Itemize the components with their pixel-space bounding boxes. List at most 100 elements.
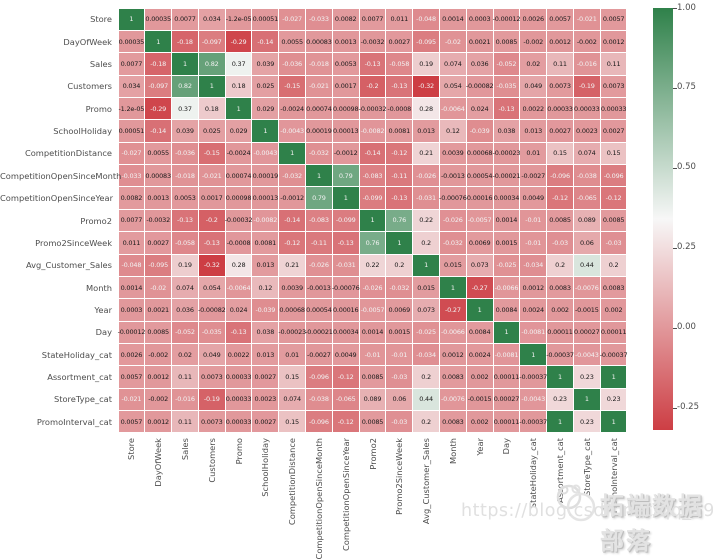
- heatmap-cell: -0.021: [306, 75, 332, 97]
- heatmap-cell: -0.065: [573, 187, 600, 209]
- heatmap-cell: 0.0013: [145, 187, 172, 209]
- heatmap-cell: 0.15: [279, 366, 306, 388]
- heatmap-cell: 0.00011: [493, 366, 519, 388]
- heatmap-plot-area: 1 0.00035 0.0077 0.034 -1.2e-05 0.00051 -0.027…: [118, 8, 628, 433]
- heatmap-cell: 0.0015: [493, 232, 520, 254]
- heatmap-cell: -0.048: [413, 8, 439, 30]
- heatmap-cell: 0.039: [172, 120, 198, 142]
- heatmap-cell: 0.0014: [493, 209, 520, 232]
- heatmap-cell: -0.0012: [279, 187, 306, 209]
- heatmap-cell: 0.074: [439, 53, 466, 75]
- heatmap-cell: -0.01: [520, 232, 547, 254]
- heatmap-cell: 0.0085: [600, 209, 627, 232]
- heatmap-cell: 0.049: [520, 75, 547, 97]
- heatmap-cell: 0.0012: [439, 344, 466, 366]
- heatmap-cell: -0.12: [332, 366, 359, 388]
- heatmap-cell: 0.00033: [600, 97, 627, 120]
- heatmap-cell: -0.00021: [305, 321, 333, 344]
- heatmap-cell: 0.013: [252, 344, 279, 366]
- heatmap-cell: 0.024: [466, 97, 493, 120]
- heatmap-cell: -0.15: [279, 75, 306, 97]
- heatmap-cell: -0.00082: [466, 75, 494, 97]
- watermark-url-text: https://blog.csdn.net/qq_19600291: [461, 501, 713, 521]
- heatmap-cell: -0.035: [493, 75, 520, 97]
- heatmap-cell: 0.0017: [198, 187, 225, 209]
- heatmap-cell: 0.00083: [145, 165, 171, 187]
- heatmap-cell: 0.038: [252, 321, 279, 344]
- colorbar-tick-mark: [673, 8, 677, 9]
- heatmap-cell: -0.038: [306, 388, 332, 411]
- y-axis-label: Promo: [85, 103, 112, 114]
- heatmap-cell: 0.0073: [198, 366, 225, 388]
- heatmap-cell: 0.15: [279, 411, 306, 433]
- colorbar-tick-label: 0.00: [677, 322, 696, 333]
- x-axis-label: CompetitionOpenSinceYear: [340, 438, 351, 551]
- heatmap-cell: 1: [573, 388, 600, 411]
- heatmap-cell: -0.00037: [519, 411, 547, 433]
- heatmap-cell: -0.0015: [466, 388, 493, 411]
- heatmap-cell: 0.0027: [252, 411, 279, 433]
- heatmap-cell: 0.44: [573, 254, 600, 276]
- heatmap-cell: 1: [306, 165, 332, 187]
- y-axis-label: CompetitionDistance: [24, 148, 112, 159]
- heatmap-cell: -0.01: [359, 344, 386, 366]
- y-axis-label: Promo2: [80, 215, 112, 226]
- heatmap-cell: -0.00023: [493, 142, 520, 165]
- heatmap-cell: -0.00037: [600, 344, 628, 366]
- heatmap-cell: 0.22: [359, 254, 386, 276]
- heatmap-cell: -0.00076: [439, 187, 467, 209]
- heatmap-cell: -0.0043: [520, 388, 547, 411]
- heatmap-cell: -0.097: [198, 30, 225, 53]
- heatmap-cell: 0.0027: [386, 30, 413, 53]
- heatmap-cell: -0.18: [145, 53, 172, 75]
- heatmap-cell: 0.0083: [439, 411, 466, 433]
- heatmap-cell: -0.039: [252, 299, 279, 321]
- heatmap-cell: 0.0023: [252, 388, 279, 411]
- colorbar-tick-label: 0.25: [677, 242, 696, 253]
- heatmap-cell: 0.036: [172, 299, 198, 321]
- heatmap-cell: 0.039: [252, 53, 279, 75]
- heatmap-cell: 0.011: [118, 232, 145, 254]
- heatmap-cell: 0.0027: [145, 232, 172, 254]
- heatmap-cell: 0.002: [600, 299, 627, 321]
- heatmap-cell: 0.00034: [493, 187, 519, 209]
- y-axis-label: Avg_Customer_Sales: [25, 260, 112, 271]
- x-axis-label: SchoolHoliday: [260, 438, 271, 497]
- heatmap-cell: 0.00011: [493, 411, 519, 433]
- heatmap-cell: -0.11: [386, 165, 413, 187]
- heatmap-cell: 0.18: [198, 97, 225, 120]
- heatmap-cell: -0.033: [118, 165, 145, 187]
- heatmap-cell: 0.0012: [145, 411, 172, 433]
- colorbar-tick-label: 1.00: [677, 2, 696, 13]
- heatmap-cell: 0.074: [573, 142, 600, 165]
- x-axis-label: Sales: [179, 438, 190, 461]
- heatmap-cell: 0.025: [252, 75, 279, 97]
- heatmap-cell: -0.0082: [252, 209, 279, 232]
- heatmap-cell: -0.0082: [359, 120, 386, 142]
- heatmap-cell: -0.0015: [573, 299, 600, 321]
- heatmap-cell: -0.058: [172, 232, 198, 254]
- heatmap-cell: 0.00011: [547, 321, 573, 344]
- y-axis-label: Sales: [89, 58, 112, 69]
- heatmap-cell: 1: [600, 366, 627, 388]
- heatmap-cell: 0.0012: [520, 276, 547, 299]
- heatmap-cell: -0.13: [493, 97, 520, 120]
- heatmap-cell: -0.032: [306, 142, 332, 165]
- heatmap-cell: 0.013: [252, 254, 279, 276]
- heatmap-cell: 0.06: [573, 232, 600, 254]
- heatmap-cell: 0.12: [252, 276, 279, 299]
- heatmap-cell: -0.097: [145, 75, 172, 97]
- heatmap-cell: 0.0014: [118, 276, 145, 299]
- heatmap-cell: -0.039: [466, 120, 493, 142]
- heatmap-cell: -0.13: [225, 321, 252, 344]
- heatmap-cell: 0.0014: [439, 8, 466, 30]
- heatmap-cell: 0.089: [573, 209, 600, 232]
- heatmap-cell: 1: [466, 299, 493, 321]
- heatmap-cell: 0.0027: [547, 120, 573, 142]
- heatmap-cell: -0.13: [332, 232, 359, 254]
- heatmap-cell: 0.054: [439, 75, 466, 97]
- heatmap-cell: 0.015: [439, 254, 466, 276]
- heatmap-cell: 0.11: [172, 411, 198, 433]
- y-axis-label: Customers: [67, 81, 112, 92]
